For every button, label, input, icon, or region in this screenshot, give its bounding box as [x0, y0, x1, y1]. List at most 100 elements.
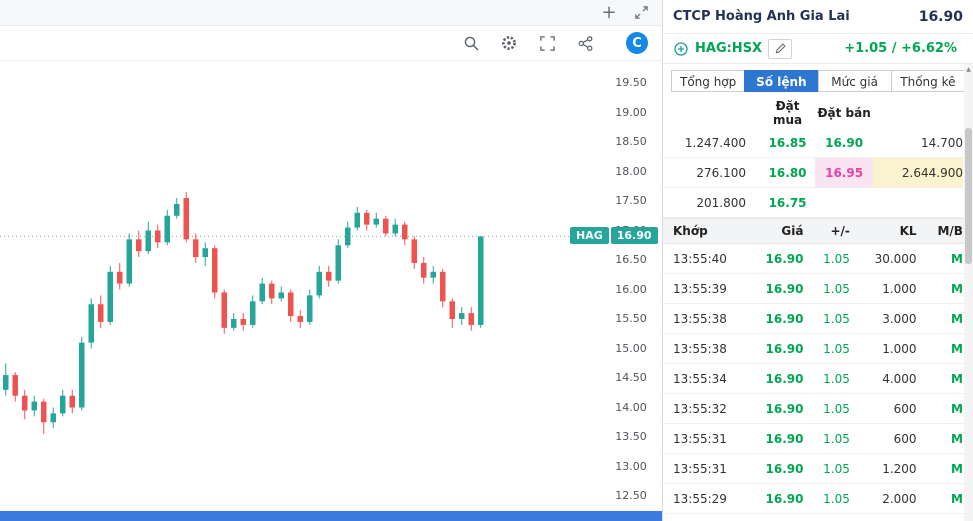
trade-side: M [951, 371, 963, 386]
chart-bottom-bar [0, 511, 662, 521]
trade-change: 1.05 [823, 371, 850, 386]
buy-volume: 276.100 [696, 165, 746, 180]
order-book-row[interactable]: 276.100 16.80 16.95 2.644.900 [663, 158, 973, 188]
price-change: +1.05 / +6.62% [844, 41, 957, 56]
trade-time: 13:55:29 [673, 491, 727, 506]
trade-row: 13:55:31 16.90 1.05 1.200 M [663, 454, 973, 484]
trade-row: 13:55:40 16.90 1.05 30.000 M [663, 244, 973, 274]
trade-time: 13:55:31 [673, 431, 727, 446]
sell-volume [873, 188, 963, 217]
company-name: CTCP Hoàng Anh Gia Lai [673, 9, 850, 24]
brand-logo[interactable]: C [626, 32, 648, 54]
trade-price: 16.90 [765, 491, 804, 506]
trade-row: 13:55:32 16.90 1.05 600 M [663, 394, 973, 424]
zoom-button[interactable] [460, 32, 482, 54]
buy-volume: 1.247.400 [684, 135, 746, 150]
buy-header: Đặt mua [772, 99, 803, 127]
share-button[interactable] [574, 32, 596, 54]
trade-time: 13:55:31 [673, 461, 727, 476]
chart-panel: + [0, 0, 663, 521]
trade-row: 13:55:38 16.90 1.05 1.000 M [663, 334, 973, 364]
trade-change: 1.05 [823, 491, 850, 506]
buy-price[interactable]: 16.75 [768, 195, 807, 210]
sell-price[interactable]: 16.95 [815, 158, 874, 187]
trade-volume: 30.000 [874, 251, 917, 266]
price-tag-value: 16.90 [610, 227, 658, 245]
trade-change: 1.05 [823, 281, 850, 296]
price-axis-label: 14.50 [615, 371, 647, 384]
tab-2[interactable]: Số lệnh [744, 70, 819, 92]
buy-price[interactable]: 16.85 [768, 135, 807, 150]
scrollbar[interactable]: ▲ [964, 64, 973, 521]
sell-price[interactable] [815, 188, 873, 217]
price-axis-label: 15.50 [615, 312, 647, 325]
expand-button[interactable] [630, 2, 652, 24]
zoom-icon [464, 36, 478, 50]
price-axis-label: 16.50 [615, 253, 647, 266]
order-book-row[interactable]: 201.800 16.75 [663, 188, 973, 218]
trade-volume: 1.000 [882, 281, 917, 296]
trade-volume: 1.000 [882, 341, 917, 356]
trade-price: 16.90 [765, 461, 804, 476]
price-axis-label: 19.00 [615, 105, 647, 119]
trade-side: M [951, 311, 963, 326]
trade-side: M [951, 491, 963, 506]
trade-side: M [951, 341, 963, 356]
trade-row: 13:55:29 16.90 1.05 2.000 M [663, 484, 973, 514]
scrollbar-thumb[interactable] [965, 128, 972, 264]
trade-time: 13:55:38 [673, 311, 727, 326]
sell-volume: 14.700 [920, 135, 963, 150]
last-price: 16.90 [918, 8, 963, 25]
trade-side: M [951, 461, 963, 476]
candlestick-chart[interactable] [0, 61, 663, 521]
scroll-up-icon[interactable]: ▲ [966, 66, 971, 73]
trade-row: 13:55:31 16.90 1.05 600 M [663, 424, 973, 454]
sell-price[interactable]: 16.90 [825, 135, 864, 150]
sell-header: Đặt bán [817, 106, 871, 120]
price-axis-label: 16.00 [615, 282, 647, 296]
chart-topbar: + [0, 0, 662, 26]
trade-side: M [951, 251, 963, 266]
trade-row: 13:55:34 16.90 1.05 4.000 M [663, 364, 973, 394]
trade-time: 13:55:39 [673, 281, 727, 296]
trade-price: 16.90 [765, 431, 804, 446]
price-axis-label: 18.50 [615, 135, 647, 148]
trade-change: 1.05 [823, 401, 850, 416]
trade-change: 1.05 [823, 251, 850, 266]
settings-button[interactable] [498, 32, 520, 54]
trade-row: 13:55:38 16.90 1.05 3.000 M [663, 304, 973, 334]
fullscreen-button[interactable] [536, 32, 558, 54]
pencil-icon [775, 43, 786, 54]
trade-price: 16.90 [765, 311, 804, 326]
tab-3[interactable]: Mức giá [817, 70, 892, 92]
buy-volume: 201.800 [696, 195, 746, 210]
trades-list: 13:55:40 16.90 1.05 30.000 M 13:55:39 16.90 1.0… [663, 244, 973, 514]
price-axis-label: 12.50 [615, 489, 647, 502]
price-axis-label: 18.00 [615, 164, 647, 178]
watchlist-add-icon[interactable] [673, 41, 689, 57]
trades-header-cell: Khớp [673, 224, 708, 238]
trade-volume: 4.000 [882, 371, 917, 386]
trade-side: M [951, 431, 963, 446]
trade-volume: 3.000 [882, 311, 917, 326]
price-axis-label: 17.50 [615, 194, 647, 207]
trade-row: 13:55:39 16.90 1.05 1.000 M [663, 274, 973, 304]
trade-side: M [951, 401, 963, 416]
trade-change: 1.05 [823, 341, 850, 356]
trade-change: 1.05 [823, 431, 850, 446]
tab-1[interactable]: Tổng hợp [671, 70, 746, 92]
tabs: Tổng hợp Số lệnh Mức giá Thống kê [663, 64, 973, 98]
edit-symbol-button[interactable] [768, 38, 793, 59]
trade-volume: 2.000 [882, 491, 917, 506]
trades-header-cell: Giá [781, 224, 804, 238]
plus-icon: + [601, 1, 617, 23]
buy-price[interactable]: 16.80 [768, 165, 807, 180]
order-book-header: Đặt mua Đặt bán [663, 98, 973, 128]
quote-header: CTCP Hoàng Anh Gia Lai 16.90 [663, 0, 973, 34]
order-book-row[interactable]: 1.247.400 16.85 16.90 14.700 [663, 128, 973, 158]
tab-4[interactable]: Thống kê [890, 70, 965, 92]
trade-price: 16.90 [765, 341, 804, 356]
add-panel-button[interactable]: + [598, 2, 620, 24]
expand-icon [634, 6, 648, 19]
